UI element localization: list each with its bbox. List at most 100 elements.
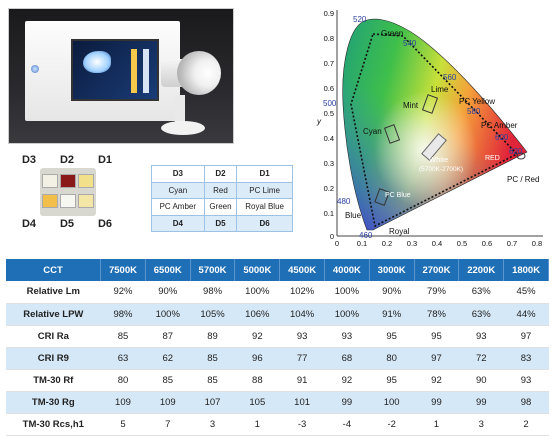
layout-cell: Green <box>203 198 238 216</box>
table-cell: 105 <box>234 391 280 415</box>
table-cell: 68 <box>324 347 370 370</box>
led-layout-table: D3 D2 D1 Cyan Red PC Lime PC Amber Green… <box>151 165 293 232</box>
table-cell: 88 <box>234 369 280 392</box>
chip-label-d5: D5 <box>59 218 75 230</box>
region-label-green: Green <box>381 29 403 38</box>
table-cell: 93 <box>503 369 549 392</box>
y-tick: 0.8 <box>324 34 334 43</box>
screen-slider-white <box>143 49 149 93</box>
table-cell: 105% <box>190 303 235 326</box>
y-tick: 0.5 <box>324 109 334 118</box>
chip-label-d1: D1 <box>97 154 113 166</box>
table-cell: 85 <box>190 369 235 392</box>
layout-row: D4 D5 D6 <box>151 214 293 232</box>
layout-row: PC Amber Green Royal Blue <box>151 198 293 216</box>
chip-label-d6: D6 <box>97 218 113 230</box>
power-led <box>31 65 39 73</box>
table-cell: 107 <box>190 391 235 415</box>
layout-cell: D4 <box>151 214 205 232</box>
table-row: CRI Ra 85 87 89 92 93 93 95 95 93 97 <box>6 325 549 348</box>
chip-label-d4: D4 <box>21 218 37 230</box>
chip-cell-d1 <box>78 174 94 188</box>
layout-cell: Red <box>203 181 238 199</box>
table-cell: 98% <box>100 303 146 326</box>
layout-cell: D3 <box>151 165 205 183</box>
wavelength-label: 580 <box>467 107 481 116</box>
product-photo <box>8 8 234 144</box>
x-tick: 0.3 <box>407 239 417 248</box>
table-cell: 80 <box>369 347 415 370</box>
wavelength-label: 460 <box>359 231 373 240</box>
row-label: TM-30 Rg <box>6 391 101 415</box>
y-tick: 0 <box>330 232 334 241</box>
row-label: TM-30 Rf <box>6 369 101 392</box>
region-label-mint: Mint <box>403 101 419 110</box>
table-cell: 1 <box>234 413 280 437</box>
column-header: 4000K <box>324 259 370 281</box>
y-tick: 0.3 <box>324 159 334 168</box>
chip-substrate <box>40 168 96 216</box>
x-tick: 0.4 <box>432 239 442 248</box>
table-cell: 100% <box>234 281 280 304</box>
region-label-royal: Royal <box>389 227 410 236</box>
wavelength-label: 620 <box>509 147 523 156</box>
chip-label-d2: D2 <box>59 154 75 166</box>
table-cell: 97 <box>414 347 459 370</box>
table-cell: 95 <box>369 369 415 392</box>
table-cell: 99 <box>414 391 459 415</box>
table-body: Relative Lm 92% 90% 98% 100% 102% 100% 90% 79% 63… <box>6 281 549 437</box>
chip-cell-d3 <box>42 174 58 188</box>
region-label-white-range: (5700K-2700K) <box>419 166 463 173</box>
layout-row: D3 D2 D1 <box>151 165 293 183</box>
x-tick: 0.8 <box>532 239 542 248</box>
layout-cell: Royal Blue <box>236 198 293 216</box>
table-cell: 85 <box>100 325 146 348</box>
chip-cell-d4 <box>42 194 58 208</box>
table-cell: 109 <box>145 391 191 415</box>
column-header: 7500K <box>100 259 146 281</box>
mint-region-box <box>421 94 439 114</box>
table-cell: 80 <box>100 369 146 392</box>
wavelength-label: 520 <box>353 15 367 24</box>
table-cell: 85 <box>145 369 191 392</box>
table-row: TM-30 Rg 109 109 107 105 101 99 100 99 99 98 <box>6 391 549 415</box>
region-label-white: White <box>429 155 448 164</box>
x-tick: 0 <box>335 239 339 248</box>
led-chip-photo: D3 D2 D1 D4 D5 D6 <box>18 154 116 232</box>
column-header: 4500K <box>279 259 325 281</box>
controller-panel <box>25 21 180 121</box>
region-label-pc-blue: PC Blue <box>385 192 411 199</box>
table-cell: -3 <box>279 413 325 437</box>
table-cell: 63% <box>458 281 504 304</box>
table-cell: 100% <box>324 281 370 304</box>
mixing-gamut-polygon <box>350 33 519 228</box>
y-tick: 0.2 <box>324 184 334 193</box>
y-tick-labels: 0.9 0.8 0.7 0.6 0.5 0.4 0.3 0.2 0.1 0 <box>324 9 334 241</box>
table-cell: 95 <box>369 325 415 348</box>
column-header: 1800K <box>503 259 549 281</box>
table-cell: 63 <box>100 347 146 370</box>
table-cell: 83 <box>503 347 549 370</box>
table-row: TM-30 Rcs,h1 5 7 3 1 -3 -4 -2 1 3 2 <box>6 413 549 437</box>
region-label-lime: Lime <box>431 85 449 94</box>
chip-cell-d5 <box>60 194 76 208</box>
table-cell: -4 <box>324 413 370 437</box>
table-cell: 87 <box>145 325 191 348</box>
x-tick: 0.7 <box>507 239 517 248</box>
table-cell: 72 <box>458 347 504 370</box>
column-header: CCT <box>6 259 102 281</box>
table-cell: 89 <box>190 325 235 348</box>
table-cell: 63% <box>458 303 504 326</box>
pc-blue-region-box <box>374 188 390 206</box>
column-header: 5700K <box>190 259 236 281</box>
row-label: TM-30 Rcs,h1 <box>6 413 101 437</box>
layout-row: Cyan Red PC Lime <box>151 181 293 199</box>
y-tick: 0.4 <box>324 134 334 143</box>
x-tick: 0.5 <box>457 239 467 248</box>
lamp-lens <box>177 51 221 95</box>
column-header: 2200K <box>458 259 505 281</box>
layout-cell: D5 <box>203 214 238 232</box>
column-header: 2700K <box>414 259 460 281</box>
table-cell: 85 <box>190 347 235 370</box>
x-tick: 0.2 <box>382 239 392 248</box>
